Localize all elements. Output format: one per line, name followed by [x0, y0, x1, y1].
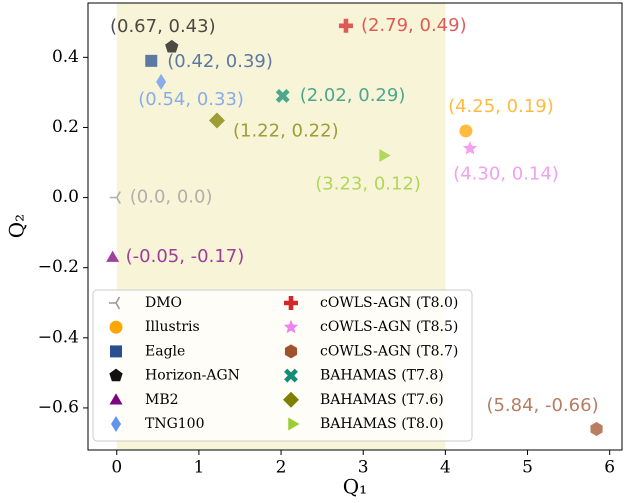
data-point: [165, 39, 179, 53]
legend-marker: [109, 296, 121, 310]
legend-label: BAHAMAS (T7.6): [320, 392, 444, 408]
x-tick-label: 6: [604, 458, 615, 478]
legend-label: cOWLS-AGN (T8.0): [320, 295, 458, 311]
legend-marker: [284, 368, 298, 383]
legend-marker: [109, 320, 123, 334]
legend-label: BAHAMAS (T7.8): [320, 368, 444, 384]
point-label: (0.0, 0.0): [130, 187, 213, 208]
data-point: [156, 73, 167, 90]
legend-marker: [111, 416, 121, 432]
point-label: (3.23, 0.12): [315, 174, 421, 195]
legend-marker: [283, 391, 299, 408]
legend-label: DMO: [145, 295, 182, 311]
legend-marker: [110, 345, 122, 358]
point-label: (4.25, 0.19): [448, 96, 554, 117]
point-label: (0.54, 0.33): [138, 89, 244, 110]
y-tick-label: 0.4: [52, 47, 79, 67]
point-label: (0.42, 0.39): [167, 51, 273, 72]
x-tick-label: 0: [111, 458, 122, 478]
legend-marker: [284, 296, 298, 310]
legend-label: BAHAMAS (T8.0): [320, 416, 444, 432]
y-tick-label: −0.6: [38, 397, 79, 417]
legend-label: Eagle: [145, 343, 185, 359]
x-tick-label: 3: [358, 458, 369, 478]
legend-label: Illustris: [145, 319, 200, 335]
x-tick-label: 4: [440, 458, 451, 478]
point-label: (-0.05, -0.17): [126, 246, 245, 267]
x-tick-label: 1: [193, 458, 204, 478]
data-point: [106, 250, 120, 262]
data-point: [338, 18, 353, 33]
data-point: [462, 140, 478, 155]
data-point: [109, 191, 121, 204]
y-axis-label: Q₂: [5, 214, 29, 238]
x-tick-label: 2: [276, 458, 287, 478]
data-point: [275, 88, 290, 103]
legend-marker: [284, 344, 298, 359]
point-label: (2.79, 0.49): [361, 15, 467, 36]
legend-label: cOWLS-AGN (T8.7): [320, 343, 458, 359]
x-tick-label: 5: [522, 458, 533, 478]
y-tick-label: −0.2: [38, 257, 79, 277]
data-point: [459, 124, 473, 138]
point-label: (1.22, 0.22): [233, 120, 339, 141]
y-tick-label: −0.4: [38, 327, 79, 347]
point-label: (4.30, 0.14): [453, 163, 559, 184]
legend-label: Horizon-AGN: [145, 368, 240, 384]
legend: DMO Illustris Eagle Horizon-AGN MB2 TNG100 cOW…: [92, 289, 473, 442]
x-axis-label: Q₁: [343, 475, 367, 499]
legend-marker: [109, 393, 123, 405]
legend-marker: [109, 368, 123, 382]
point-label: (5.84, -0.66): [486, 395, 598, 416]
y-tick-label: 0.2: [52, 117, 79, 137]
data-point: [379, 149, 391, 162]
data-point: [208, 112, 225, 129]
y-tick-label: 0.0: [52, 187, 79, 207]
legend-label: cOWLS-AGN (T8.5): [320, 319, 458, 335]
point-label: (0.67, 0.43): [110, 16, 216, 37]
data-point: [145, 54, 158, 67]
legend-label: MB2: [145, 392, 179, 408]
plot-frame: [87, 2, 623, 451]
legend-label: TNG100: [145, 416, 205, 432]
data-point: [590, 421, 603, 436]
point-label: (2.02, 0.29): [300, 85, 406, 106]
legend-marker: [288, 417, 300, 431]
legend-frame: [92, 289, 473, 442]
legend-marker: [283, 319, 299, 334]
